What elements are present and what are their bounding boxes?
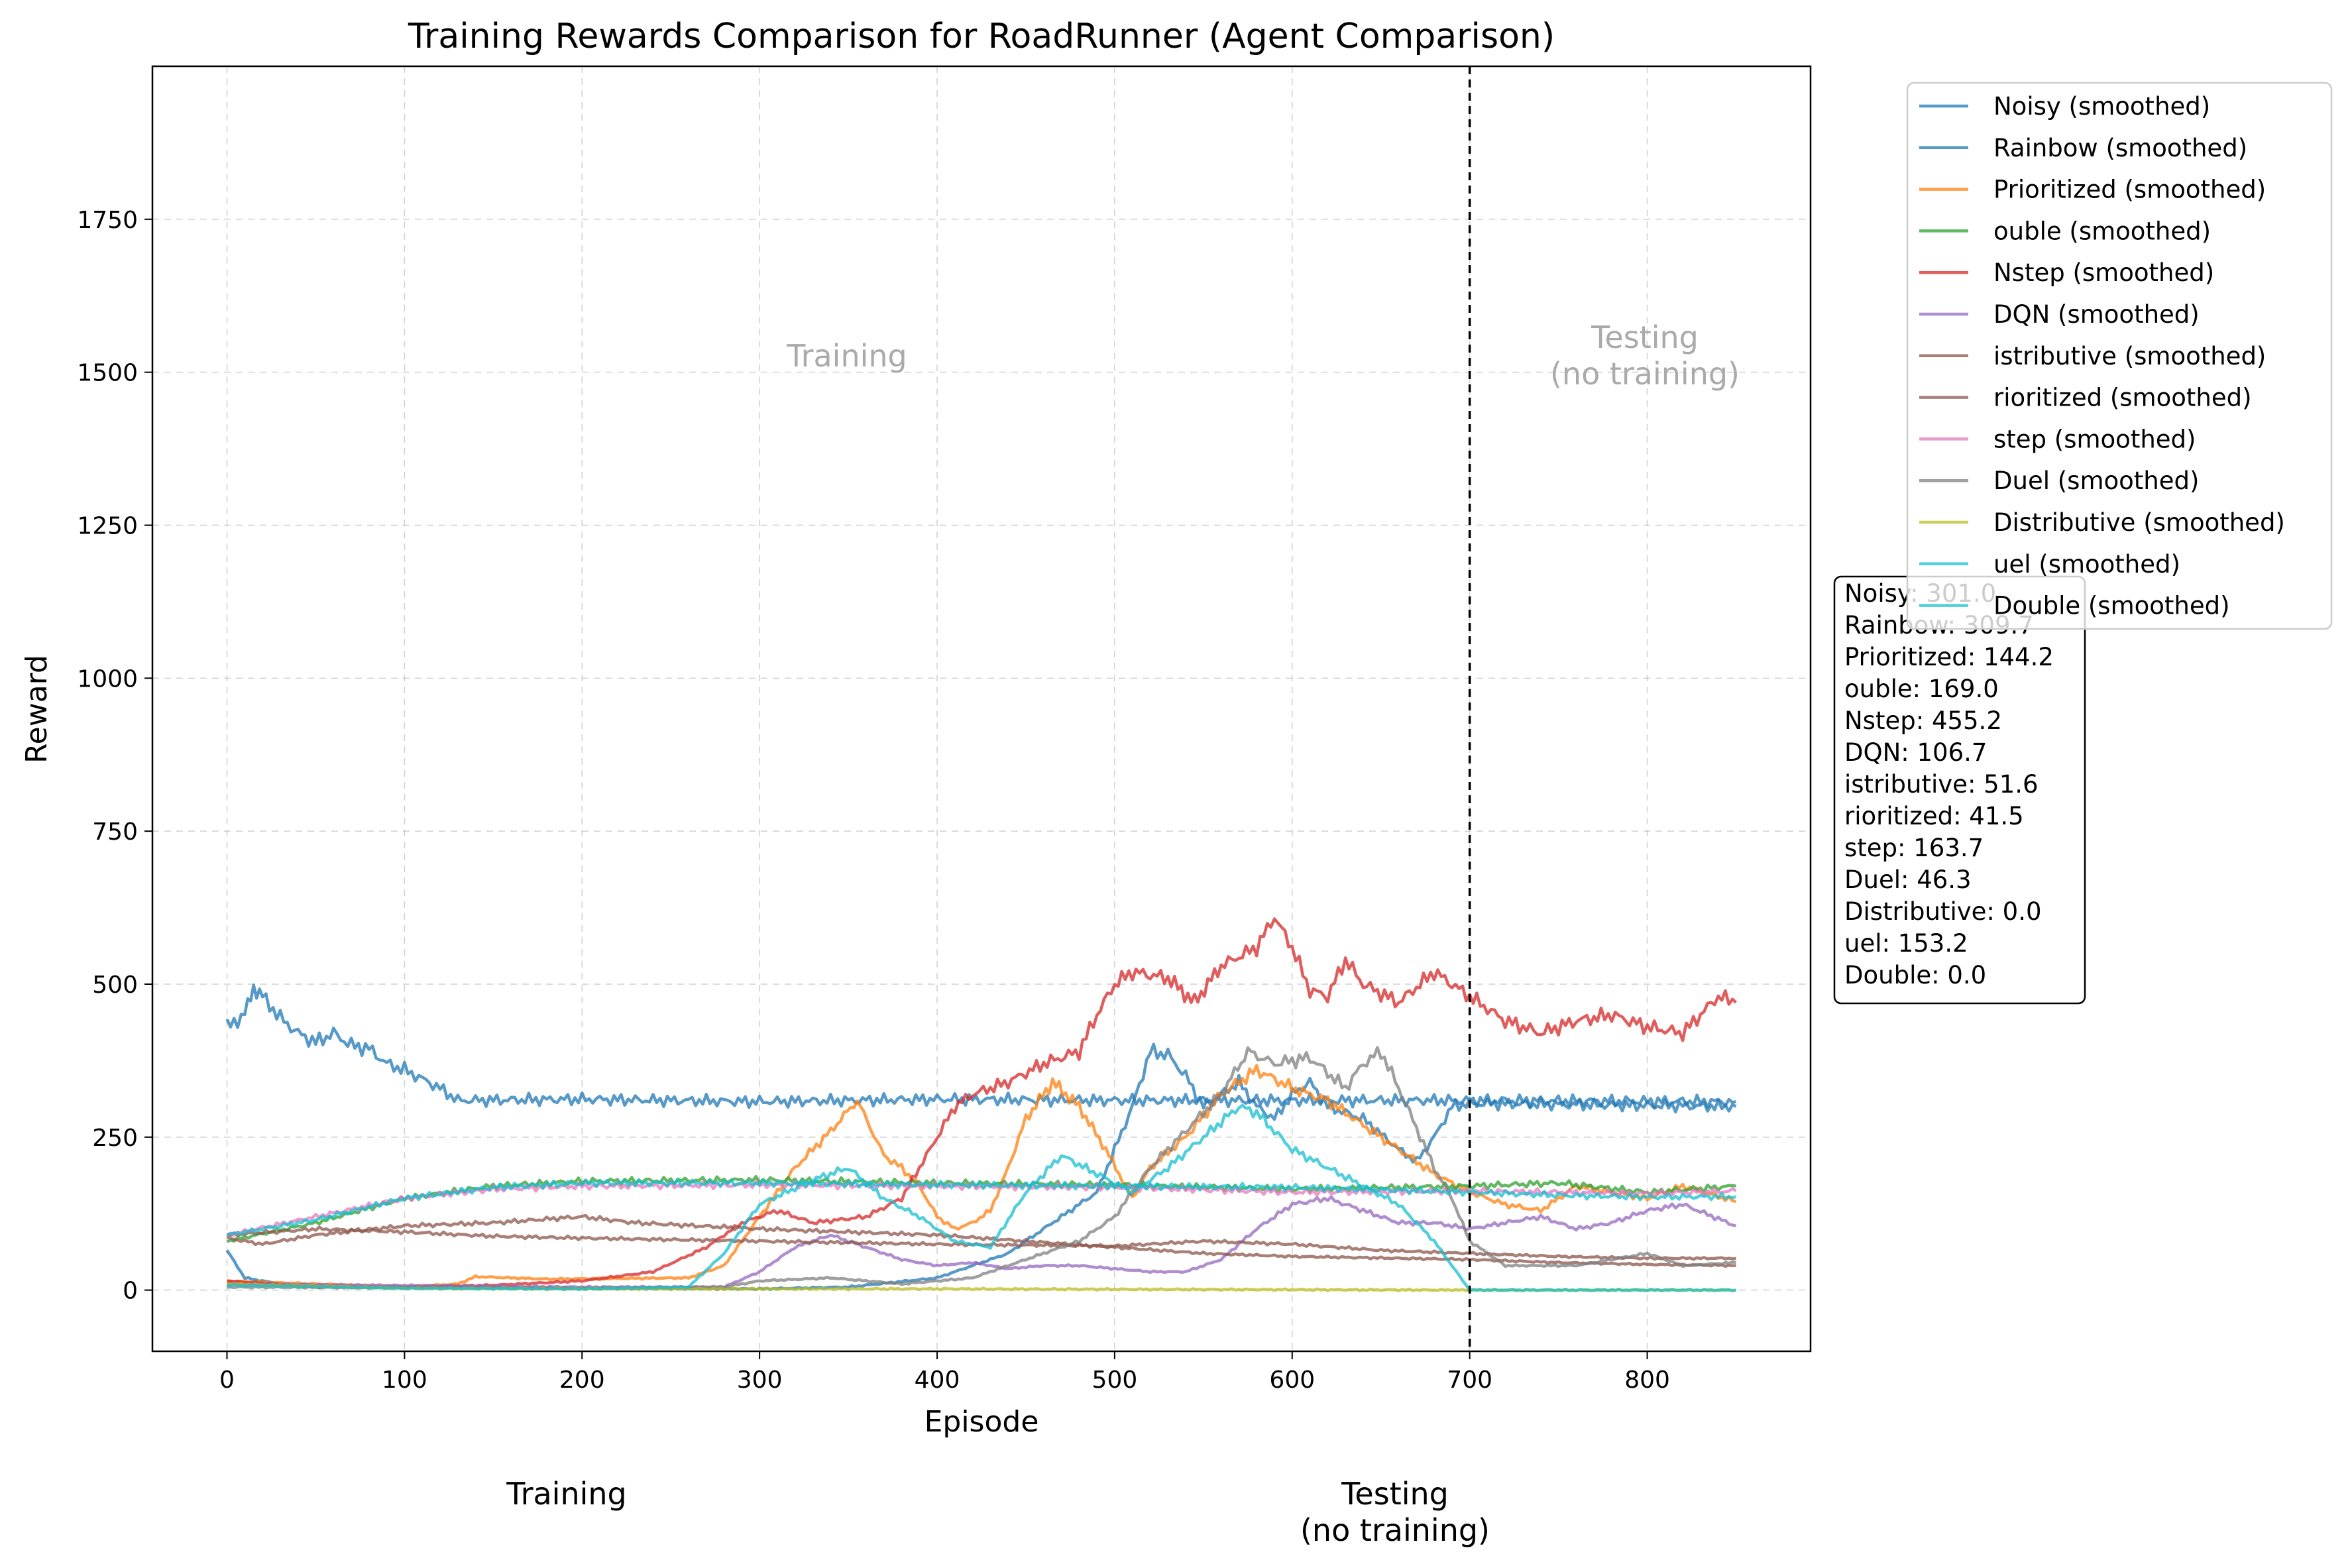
x-tick-label: 300 bbox=[737, 1367, 783, 1394]
series-line bbox=[226, 1064, 1736, 1289]
legend-entry: Prioritized (smoothed) bbox=[1993, 176, 2266, 204]
x-tick-label: 600 bbox=[1269, 1367, 1315, 1394]
below-label-training: Training bbox=[506, 1476, 627, 1512]
y-tick-label: 1500 bbox=[77, 360, 138, 387]
x-tick-label: 700 bbox=[1447, 1367, 1492, 1394]
legend-entry: istributive (smoothed) bbox=[1993, 342, 2266, 370]
stats-line: Nstep: 455.2 bbox=[1844, 706, 2002, 735]
legend-entry: Duel (smoothed) bbox=[1993, 467, 2199, 495]
legend: Noisy (smoothed) Rainbow (smoothed) Priori… bbox=[1906, 82, 2333, 630]
legend-entry: step (smoothed) bbox=[1993, 425, 2196, 453]
series-line bbox=[226, 1225, 1736, 1261]
y-tick-label: 750 bbox=[92, 818, 138, 846]
legend-entry: uel (smoothed) bbox=[1993, 550, 2180, 579]
y-axis-label: Reward bbox=[20, 655, 54, 763]
stats-line: ouble: 169.0 bbox=[1844, 675, 1999, 703]
legend-entry: ouble (smoothed) bbox=[1993, 217, 2211, 245]
x-axis: 0 100 200 300 400 500 600 700 800 bbox=[219, 1351, 1670, 1394]
region-label-testing-sub: (no training) bbox=[1550, 356, 1740, 392]
region-label-testing: Testing bbox=[1591, 319, 1699, 355]
series-line bbox=[227, 1046, 1736, 1291]
series-line bbox=[226, 1178, 1737, 1237]
stats-line: Prioritized: 144.2 bbox=[1844, 643, 2054, 671]
x-tick-label: 400 bbox=[915, 1367, 960, 1394]
region-label-training: Training bbox=[786, 338, 907, 374]
x-axis-label: Episode bbox=[924, 1405, 1039, 1439]
y-axis: 0 250 500 750 1000 1250 1500 1750 bbox=[77, 207, 152, 1305]
y-tick-label: 1750 bbox=[77, 207, 138, 234]
series-line bbox=[225, 1042, 1737, 1292]
y-tick-label: 0 bbox=[123, 1278, 138, 1305]
stats-line: Double: 0.0 bbox=[1844, 961, 1986, 989]
series-lines bbox=[225, 917, 1738, 1292]
below-label-testing: Testing bbox=[1341, 1476, 1449, 1512]
stats-line: Distributive: 0.0 bbox=[1844, 897, 2042, 926]
legend-entry: Rainbow (smoothed) bbox=[1993, 134, 2247, 162]
legend-entry: Double (smoothed) bbox=[1993, 592, 2230, 620]
stats-line: DQN: 106.7 bbox=[1844, 738, 1987, 767]
y-tick-label: 1000 bbox=[77, 665, 138, 693]
x-tick-label: 800 bbox=[1624, 1367, 1670, 1394]
legend-entry: Noisy (smoothed) bbox=[1993, 92, 2210, 121]
y-tick-label: 250 bbox=[92, 1125, 138, 1152]
legend-entry: Nstep (smoothed) bbox=[1993, 258, 2214, 287]
stats-line: step: 163.7 bbox=[1844, 834, 1984, 862]
x-tick-label: 500 bbox=[1092, 1367, 1138, 1394]
y-tick-label: 500 bbox=[92, 972, 138, 999]
y-tick-label: 1250 bbox=[77, 513, 138, 540]
plot-area bbox=[151, 65, 1812, 1353]
stats-box: Noisy: 301.0 Rainbow: 309.7 Prioritized:… bbox=[1833, 575, 2086, 1005]
x-tick-label: 0 bbox=[219, 1367, 235, 1394]
legend-entry: DQN (smoothed) bbox=[1993, 300, 2200, 329]
chart-title: Training Rewards Comparison for RoadRunn… bbox=[408, 17, 1555, 56]
below-label-testing-sub: (no training) bbox=[1300, 1512, 1490, 1548]
series-line bbox=[225, 983, 1736, 1109]
series-line bbox=[226, 1213, 1736, 1268]
legend-entry: rioritized (smoothed) bbox=[1993, 384, 2252, 412]
stats-line: rioritized: 41.5 bbox=[1844, 802, 2024, 830]
stats-line: Duel: 46.3 bbox=[1844, 866, 1972, 894]
x-tick-label: 200 bbox=[559, 1367, 605, 1394]
stats-line: uel: 153.2 bbox=[1844, 929, 1968, 958]
grid bbox=[152, 66, 1811, 1351]
stats-line: istributive: 51.6 bbox=[1844, 770, 2039, 799]
x-tick-label: 100 bbox=[382, 1367, 427, 1394]
series-line bbox=[226, 1103, 1736, 1292]
series-line bbox=[227, 1195, 1737, 1290]
legend-entry: Distributive (smoothed) bbox=[1993, 508, 2285, 537]
